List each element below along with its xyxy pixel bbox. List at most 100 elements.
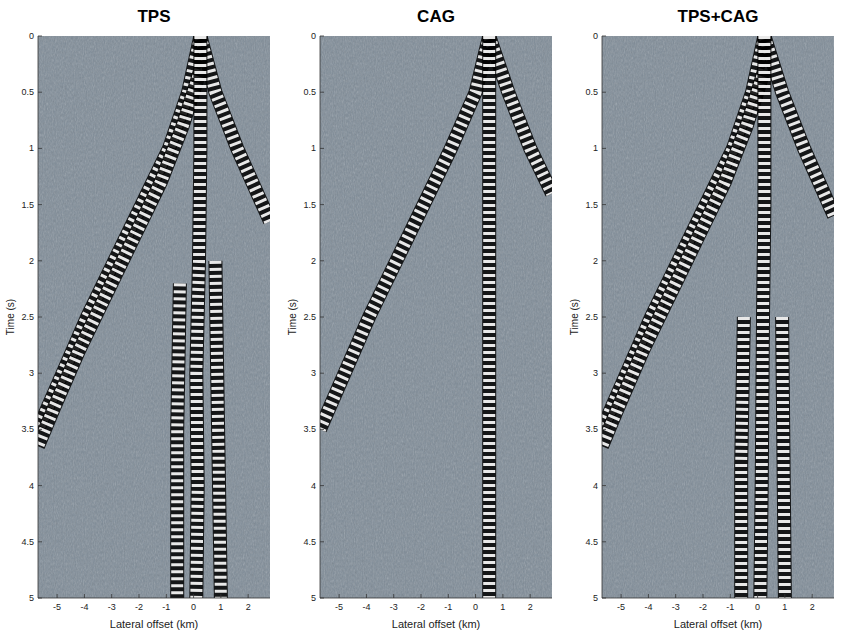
x-tick (475, 594, 476, 598)
y-tick-label: 4 (593, 481, 598, 491)
y-tick-label: 4 (29, 481, 34, 491)
event-stripes (177, 283, 180, 598)
x-axis-title: Lateral offset (km) (392, 618, 480, 630)
x-tick (193, 594, 194, 598)
event-stripes (200, 36, 270, 222)
x-axis (602, 598, 834, 599)
y-tick (38, 373, 42, 374)
x-tick-label: -2 (699, 602, 707, 612)
event-band (200, 36, 270, 222)
y-tick (602, 317, 606, 318)
y-tick (320, 204, 324, 205)
x-tick-label: -1 (162, 602, 170, 612)
y-tick (320, 260, 324, 261)
x-tick (57, 594, 58, 598)
x-tick-label: 2 (528, 602, 533, 612)
x-tick-label: 2 (810, 602, 815, 612)
y-tick-label: 3 (593, 368, 598, 378)
x-tick-label: -1 (444, 602, 452, 612)
event-band (320, 36, 489, 429)
y-tick (602, 541, 606, 542)
y-tick (320, 148, 324, 149)
x-tick (448, 594, 449, 598)
x-tick (757, 594, 758, 598)
x-tick-label: -5 (617, 602, 625, 612)
y-tick-label: 0.5 (21, 87, 34, 97)
x-tick-label: -1 (726, 602, 734, 612)
x-tick-label: -5 (335, 602, 343, 612)
y-tick-label: 5 (311, 593, 316, 603)
y-tick (320, 92, 324, 93)
x-tick (648, 594, 649, 598)
event-stripes (215, 261, 221, 598)
x-tick (366, 594, 367, 598)
y-tick-label: 1.5 (21, 200, 34, 210)
y-tick (602, 204, 606, 205)
y-tick-label: 2 (29, 256, 34, 266)
y-tick-label: 1.5 (303, 200, 316, 210)
y-tick (320, 373, 324, 374)
x-tick (702, 594, 703, 598)
y-tick (38, 317, 42, 318)
x-tick (784, 594, 785, 598)
y-tick-label: 0.5 (585, 87, 598, 97)
background (602, 36, 834, 598)
x-tick-label: 0 (473, 602, 478, 612)
y-tick-label: 0 (593, 31, 598, 41)
y-tick-label: 3.5 (303, 424, 316, 434)
noise-texture (320, 36, 552, 598)
x-axis-title: Lateral offset (km) (674, 618, 762, 630)
x-tick (111, 594, 112, 598)
x-tick-label: -3 (672, 602, 680, 612)
y-tick (38, 541, 42, 542)
x-tick-label: 0 (191, 602, 196, 612)
y-tick (38, 485, 42, 486)
panel: -5-4-3-2-101200.511.522.533.544.55TPSLat… (5, 7, 270, 630)
y-tick-label: 4.5 (303, 537, 316, 547)
y-tick (602, 36, 606, 37)
event-band (489, 36, 552, 193)
y-tick (602, 92, 606, 93)
event-band (177, 283, 180, 598)
background (320, 36, 552, 598)
x-tick (502, 594, 503, 598)
y-tick-label: 5 (593, 593, 598, 603)
x-tick-label: -2 (135, 602, 143, 612)
background (38, 36, 270, 598)
y-tick-label: 1 (311, 143, 316, 153)
x-tick-label: -3 (390, 602, 398, 612)
y-tick-label: 4.5 (585, 537, 598, 547)
y-tick (320, 36, 324, 37)
x-tick (730, 594, 731, 598)
y-tick-label: 2.5 (303, 312, 316, 322)
x-tick (220, 594, 221, 598)
x-tick (420, 594, 421, 598)
y-tick-label: 3 (311, 368, 316, 378)
y-tick (38, 148, 42, 149)
event-band (196, 36, 200, 598)
y-tick (38, 204, 42, 205)
x-tick-label: 0 (755, 602, 760, 612)
y-tick (38, 260, 42, 261)
x-tick-label: -4 (80, 602, 88, 612)
y-tick-label: 3.5 (21, 424, 34, 434)
x-tick (248, 594, 249, 598)
y-tick-label: 2 (311, 256, 316, 266)
y-tick-label: 2.5 (585, 312, 598, 322)
event-stripes (741, 317, 744, 598)
y-tick (38, 429, 42, 430)
event-band (764, 36, 834, 216)
event-stripes (782, 317, 785, 598)
plot-area (602, 36, 834, 598)
noise-texture (602, 36, 834, 598)
y-axis-title: Time (s) (287, 299, 298, 335)
x-tick-label: 1 (218, 602, 223, 612)
y-tick (320, 317, 324, 318)
y-tick (602, 260, 606, 261)
y-tick (602, 598, 606, 599)
event-band (741, 317, 744, 598)
plot-area (320, 36, 552, 598)
figure: -5-4-3-2-101200.511.522.533.544.55TPSLat… (0, 0, 846, 637)
y-tick-label: 4 (311, 481, 316, 491)
x-tick-label: 1 (782, 602, 787, 612)
